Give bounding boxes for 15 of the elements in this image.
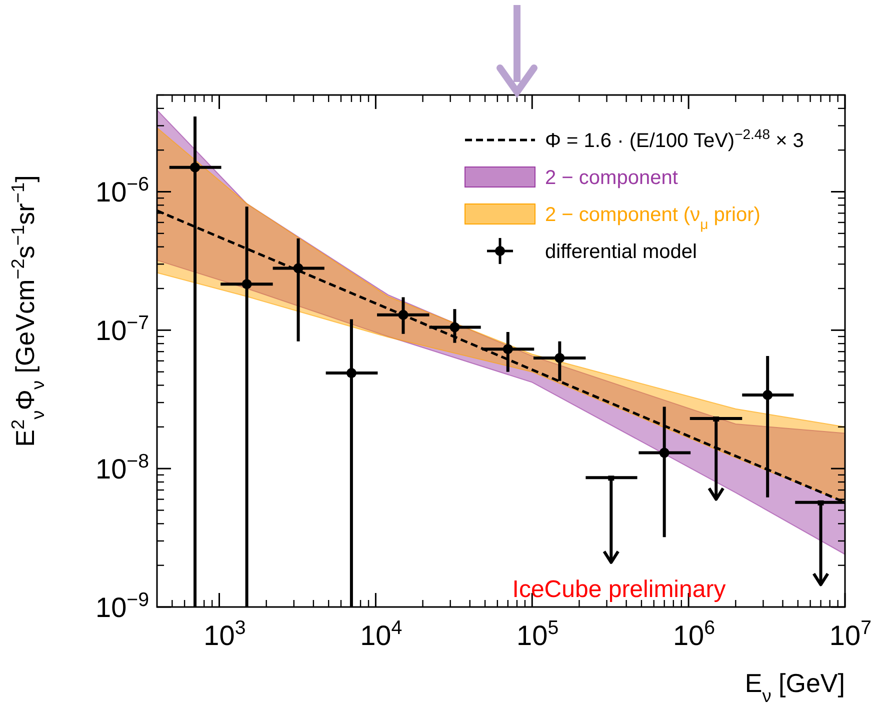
x-tick-label: 10$^{4}$ — [360, 617, 402, 651]
x-tick-label: 10$^{5}$ — [516, 617, 559, 651]
y-tick-label: 10$^{−7}$ — [96, 312, 149, 346]
x-tick-label: 10$^{3}$ — [204, 617, 246, 651]
x-tick-label: 10$^{6}$ — [672, 617, 716, 651]
legend-label: Φ = 1.6 · (E/100 TeV)$^{−2.48}$ × 3 — [545, 126, 804, 152]
y-tick-label: 10$^{−8}$ — [96, 450, 150, 485]
legend-label: 2 − component — [545, 167, 678, 189]
x-axis-title: E$_{ν}$ [GeV] — [744, 668, 845, 704]
y-tick-label: 10$^{−6}$ — [96, 174, 150, 208]
legend-label: differential model — [545, 241, 697, 263]
x-tick-label: 10$^{7}$ — [829, 617, 872, 651]
y-tick-label: 10$^{−9}$ — [96, 589, 149, 623]
annotation: IceCube preliminary — [512, 576, 726, 603]
legend-label: 2 − component (ν$_{μ}$ prior) — [545, 204, 760, 232]
